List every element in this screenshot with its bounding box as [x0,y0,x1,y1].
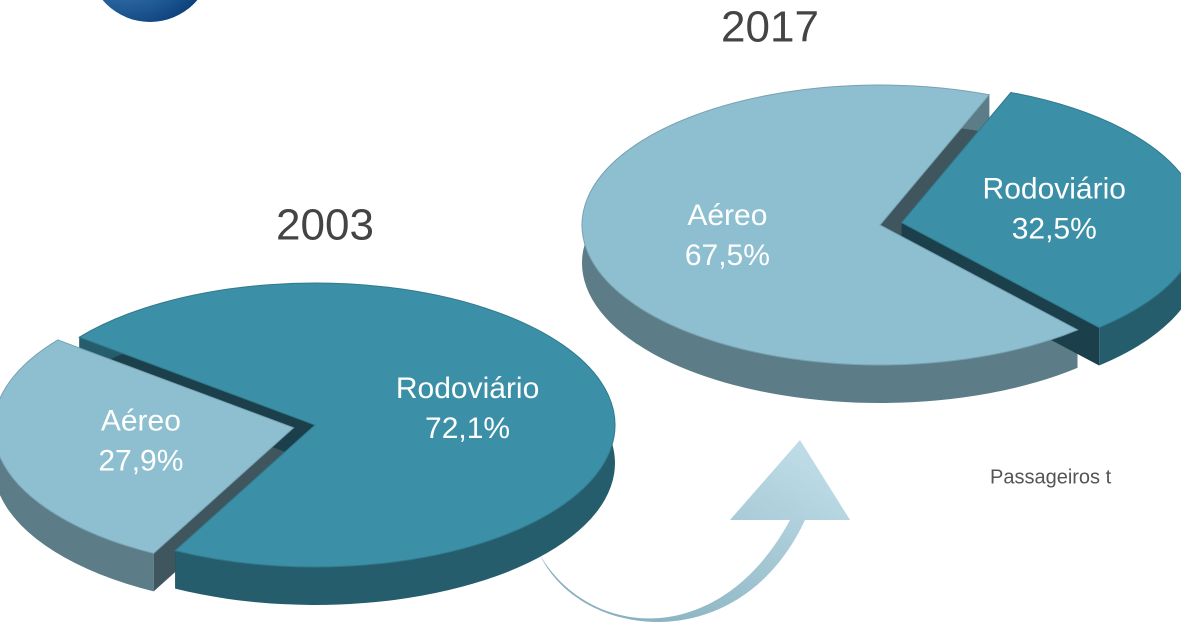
slice-value-label: 67,5% [685,239,770,272]
slice [581,84,1079,366]
slice-label: Rodoviário [983,172,1126,205]
slice-label: Aéreo [101,404,181,437]
arrow [540,440,850,622]
slice-value-label: 27,9% [98,444,183,477]
slice-side [0,339,154,592]
slice-value-label: 72,1% [425,412,510,445]
slice-side [582,84,1078,403]
slice [900,91,1181,329]
chart-title: 2003 [276,201,374,250]
pie: 2003 Aéreo 27,9% Rodoviário 72,1% [0,201,616,605]
slice [78,282,616,568]
chart-title: 2017 [721,3,819,52]
pie: 2017 Aéreo 67,5% Rodoviário 32,5% [581,3,1181,403]
caption: Passageiros t [990,466,1112,488]
slice [0,339,295,554]
slice-label: Aéreo [687,199,767,232]
slice-label: Rodoviário [396,372,539,405]
logo [102,0,198,22]
slice-value-label: 32,5% [1012,212,1097,245]
